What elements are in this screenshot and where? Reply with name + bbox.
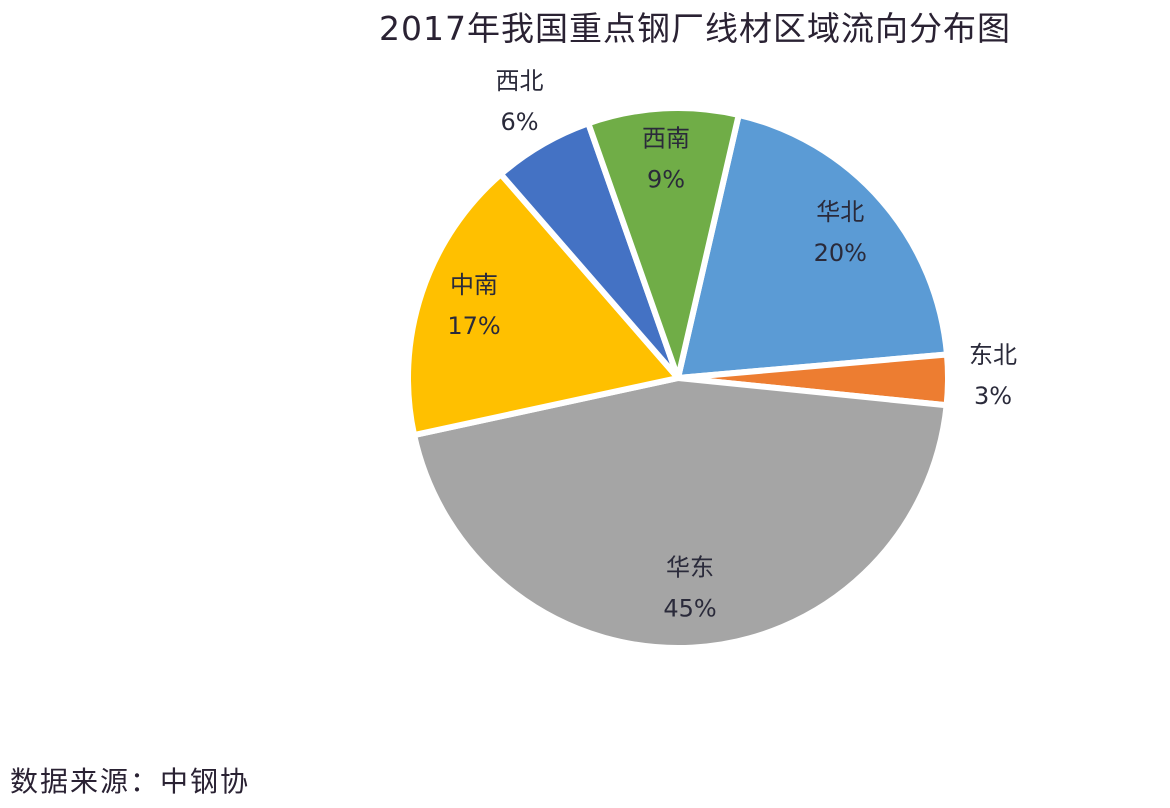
pie-slice-5 xyxy=(585,105,742,381)
slice-percent-label: 17% xyxy=(447,312,500,340)
slice-percent-label: 9% xyxy=(647,165,685,193)
slice-name-label: 西北 xyxy=(496,67,544,95)
slice-name-label: 中南 xyxy=(450,271,498,299)
slice-percent-label: 3% xyxy=(974,382,1012,410)
slice-name-label: 华东 xyxy=(666,554,714,582)
data-source-note: 数据来源：中钢协 xyxy=(10,765,251,798)
slice-name-label: 东北 xyxy=(969,341,1017,369)
slice-name-label: 华北 xyxy=(816,198,864,226)
slice-name-label: 西南 xyxy=(642,124,690,152)
pie-slice-3 xyxy=(405,171,681,439)
pie-slice-2 xyxy=(411,375,950,651)
slice-percent-label: 6% xyxy=(501,108,539,136)
slice-percent-label: 45% xyxy=(663,595,716,623)
pie-slice-0 xyxy=(675,111,950,381)
slice-percent-label: 20% xyxy=(814,239,867,267)
chart-title: 2017年我国重点钢厂线材区域流向分布图 xyxy=(379,9,1011,48)
